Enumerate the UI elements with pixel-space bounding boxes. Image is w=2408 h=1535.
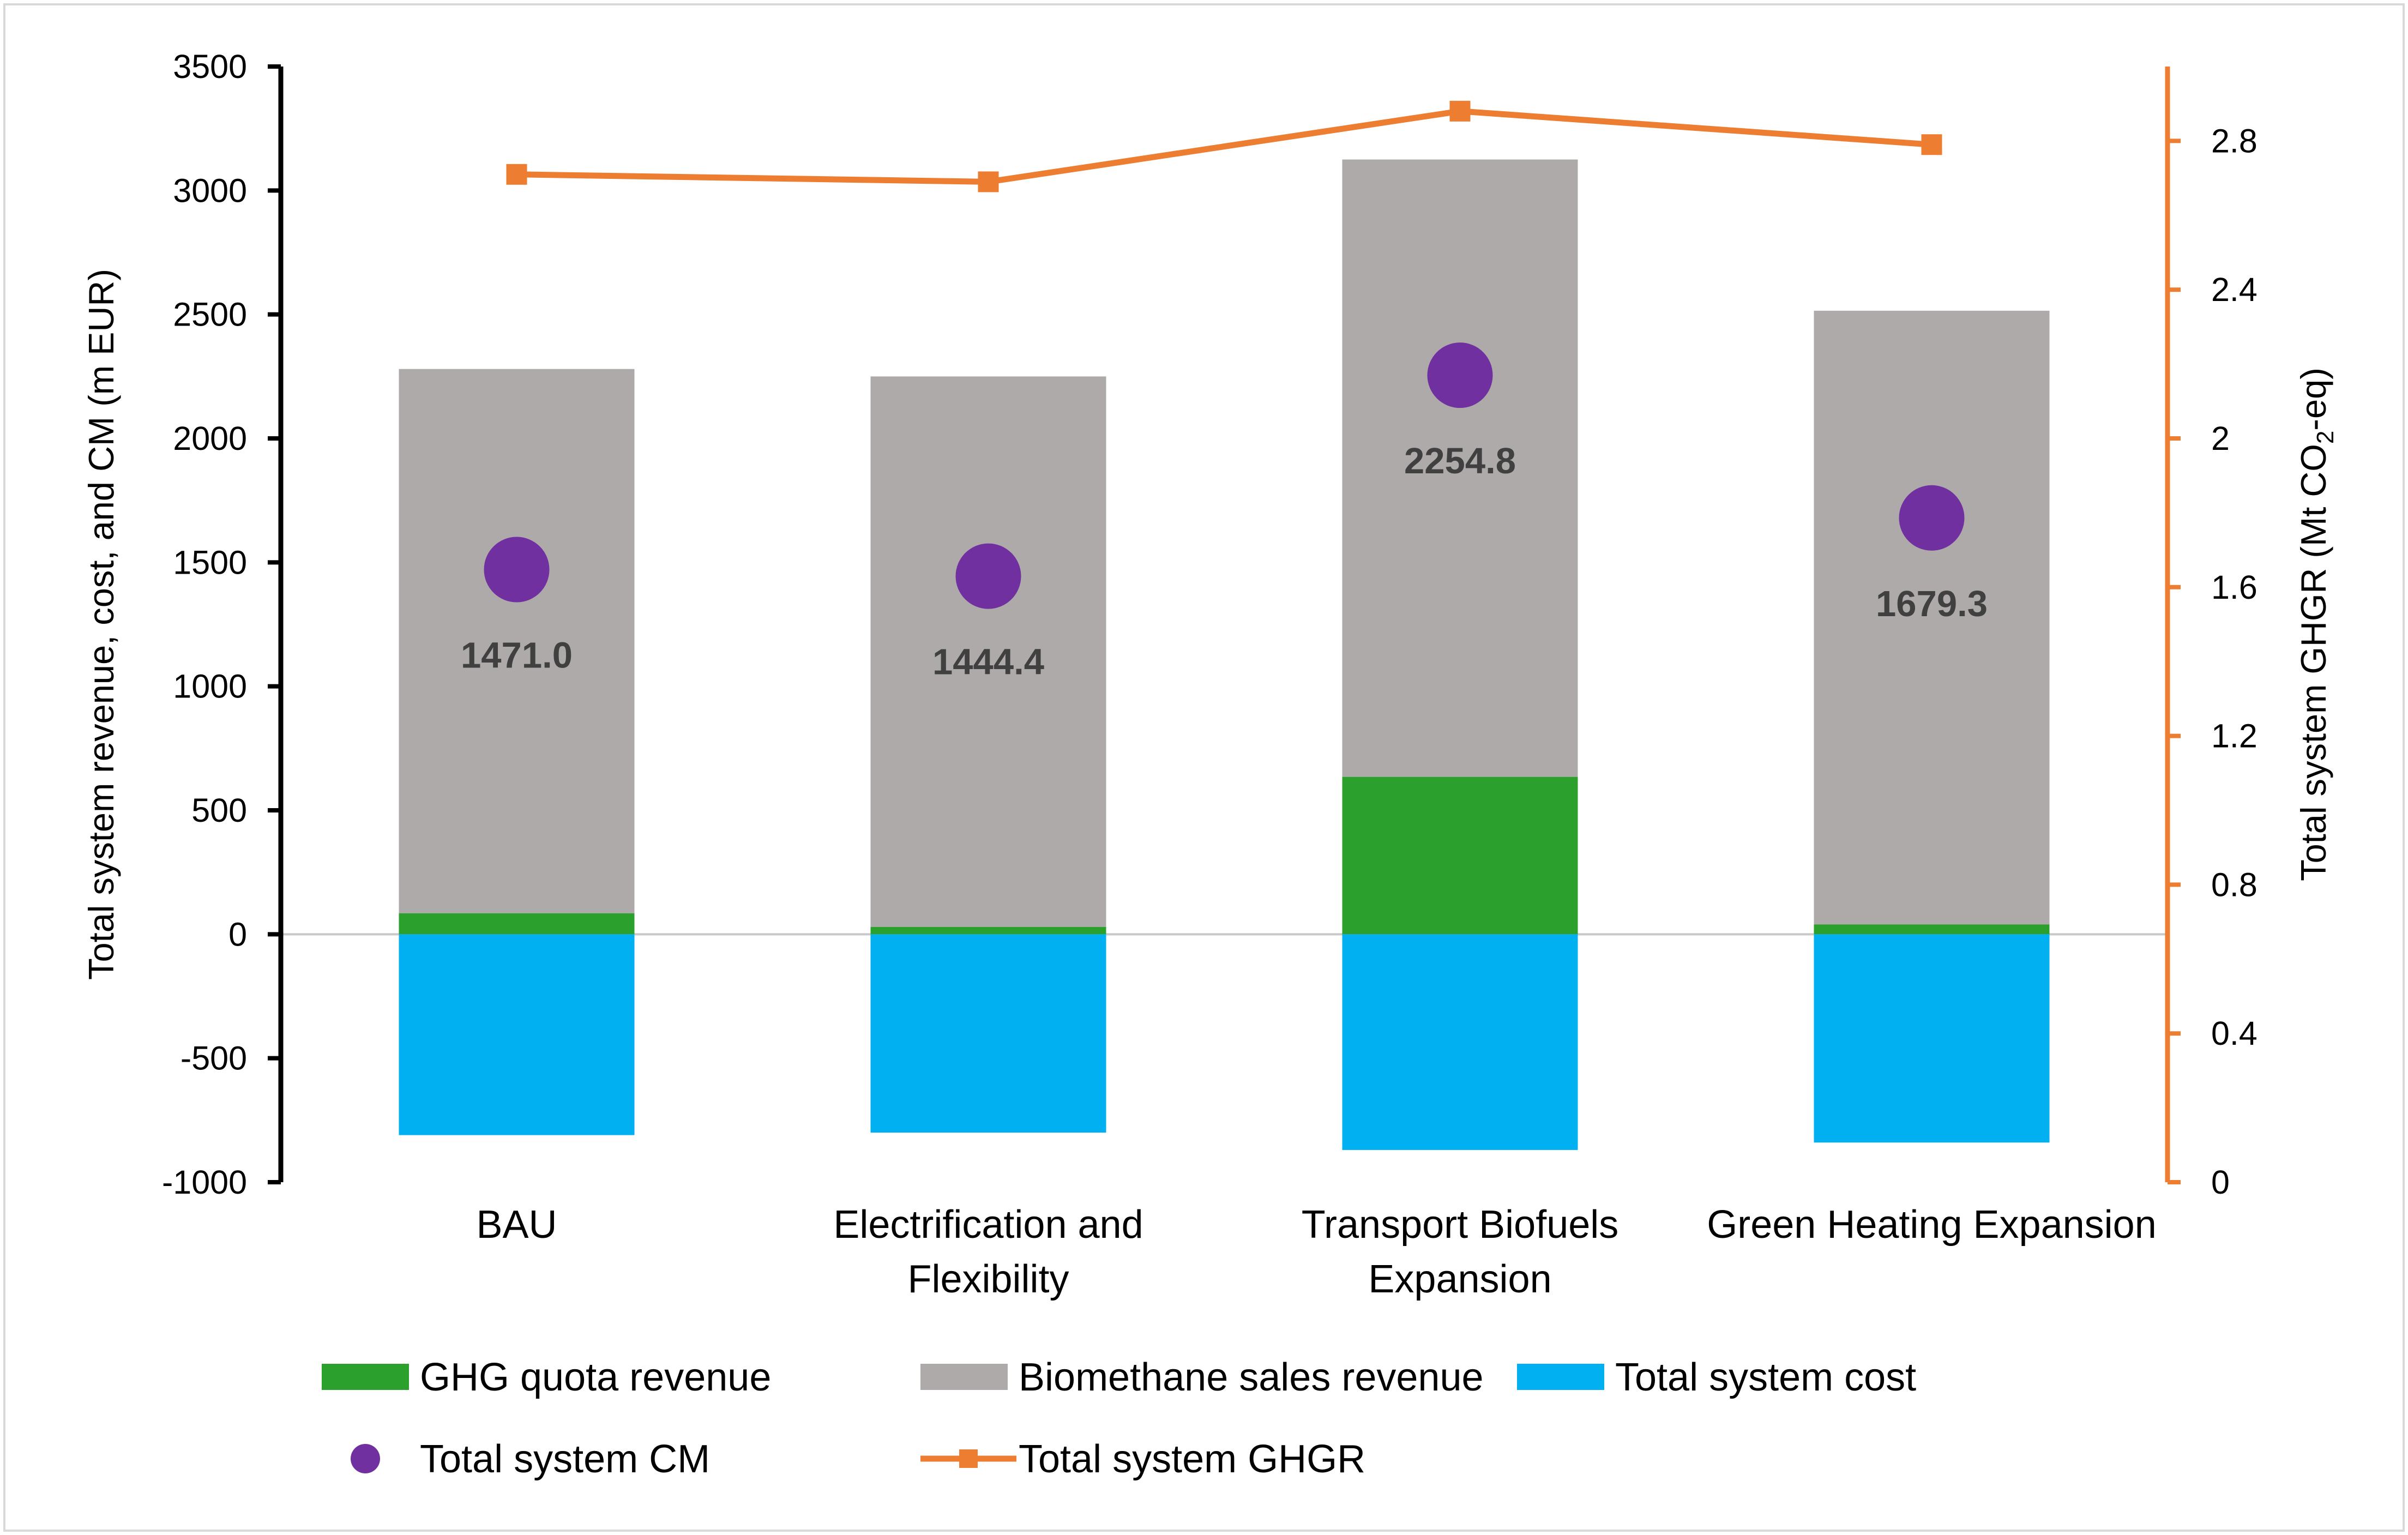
- ghgr-marker: [506, 164, 527, 185]
- right-tick-label: 0: [2211, 1164, 2230, 1201]
- left-axis-title: Total system revenue, cost, and CM (m EU…: [81, 269, 121, 980]
- cm-point: [1899, 485, 1965, 551]
- legend-swatch-bar: [1517, 1364, 1604, 1390]
- right-tick-label: 1.2: [2211, 718, 2258, 755]
- cm-point: [955, 543, 1021, 609]
- bar-total-system-cost: [1342, 934, 1578, 1150]
- ghgr-marker: [978, 171, 999, 192]
- ghgr-line: [516, 108, 1932, 185]
- bar-total-system-cost: [399, 934, 635, 1135]
- bar-total-system-cost: [870, 934, 1106, 1133]
- left-tick-label: 500: [191, 792, 247, 829]
- bar-biomethane-sales-revenue: [399, 369, 635, 913]
- cm-point: [484, 537, 550, 603]
- left-tick-label: 3000: [173, 172, 247, 209]
- cm-point: [1427, 342, 1493, 408]
- left-tick-label: -1000: [162, 1164, 247, 1201]
- bar-total-system-cost: [1814, 934, 2050, 1143]
- ghgr-marker: [1921, 134, 1942, 155]
- bar-biomethane-sales-revenue: [870, 376, 1106, 927]
- cm-data-label: 2254.8: [1404, 441, 1516, 481]
- right-tick-label: 0.8: [2211, 866, 2258, 903]
- legend-swatch-bar: [322, 1364, 409, 1390]
- right-axis-title: Total system GHGR (Mt CO2-eq): [2293, 368, 2339, 881]
- bar-biomethane-sales-revenue: [1342, 159, 1578, 777]
- right-axis-title-part: -eq): [2293, 368, 2333, 431]
- left-tick-label: 2000: [173, 420, 247, 457]
- category-label: Expansion: [1368, 1257, 1551, 1301]
- category-label: Electrification and: [833, 1203, 1143, 1247]
- left-tick-label: 0: [228, 916, 247, 953]
- left-tick-label: 1000: [173, 668, 247, 705]
- right-tick-label: 0.4: [2211, 1015, 2258, 1052]
- category-label: Transport Biofuels: [1302, 1203, 1619, 1247]
- category-label: Flexibility: [907, 1257, 1069, 1301]
- legend-swatch-point: [351, 1444, 380, 1473]
- left-tick-label: 2500: [173, 296, 247, 333]
- right-tick-label: 2.4: [2211, 271, 2258, 308]
- left-tick-label: -500: [180, 1040, 247, 1077]
- right-tick-label: 2: [2211, 420, 2230, 457]
- right-tick-label: 2.8: [2211, 122, 2258, 159]
- bar-ghg-quota-revenue: [870, 926, 1106, 935]
- left-tick-label: 3500: [173, 48, 247, 85]
- category-label: Green Heating Expansion: [1707, 1203, 2157, 1247]
- cm-data-label: 1444.4: [932, 642, 1044, 683]
- bar-ghg-quota-revenue: [1342, 776, 1578, 935]
- legend-label: Total system cost: [1615, 1356, 1916, 1399]
- legend-swatch-marker: [959, 1449, 978, 1468]
- legend-label: Total system CM: [420, 1437, 710, 1481]
- bar-ghg-quota-revenue: [399, 913, 635, 935]
- legend-label: Biomethane sales revenue: [1019, 1356, 1484, 1399]
- left-tick-label: 1500: [173, 544, 247, 581]
- cm-data-label: 1679.3: [1876, 583, 1988, 624]
- cm-data-label: 1471.0: [461, 635, 573, 676]
- legend-label: GHG quota revenue: [420, 1356, 771, 1399]
- ghgr-marker: [1449, 100, 1471, 122]
- bar-ghg-quota-revenue: [1814, 924, 2050, 935]
- legend-swatch-bar: [920, 1364, 1008, 1390]
- right-axis-title-subscript: 2: [2312, 431, 2339, 444]
- category-label: BAU: [476, 1203, 557, 1247]
- bar-biomethane-sales-revenue: [1814, 310, 2050, 925]
- right-axis-title-part: Total system GHGR (Mt CO: [2293, 444, 2333, 881]
- right-tick-label: 1.6: [2211, 569, 2258, 606]
- legend-label: Total system GHGR: [1019, 1437, 1365, 1481]
